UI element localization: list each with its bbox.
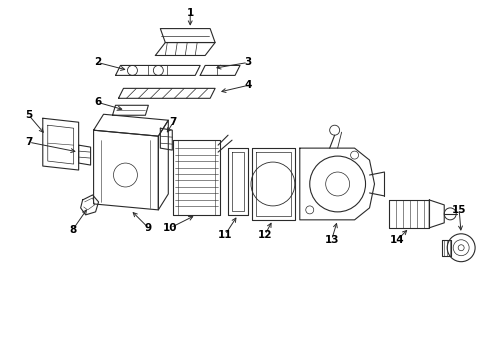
Text: 12: 12	[258, 230, 272, 240]
Text: 1: 1	[187, 8, 194, 18]
Text: 3: 3	[245, 58, 251, 67]
Text: 2: 2	[94, 58, 101, 67]
Text: 5: 5	[25, 110, 32, 120]
Text: 15: 15	[452, 205, 466, 215]
Text: 7: 7	[170, 117, 177, 127]
Text: 10: 10	[163, 223, 177, 233]
Text: 6: 6	[94, 97, 101, 107]
Text: 13: 13	[324, 235, 339, 245]
Text: 4: 4	[245, 80, 252, 90]
Text: 11: 11	[218, 230, 232, 240]
Text: 14: 14	[390, 235, 405, 245]
Text: 9: 9	[145, 223, 152, 233]
Text: 7: 7	[25, 137, 32, 147]
Text: 8: 8	[69, 225, 76, 235]
